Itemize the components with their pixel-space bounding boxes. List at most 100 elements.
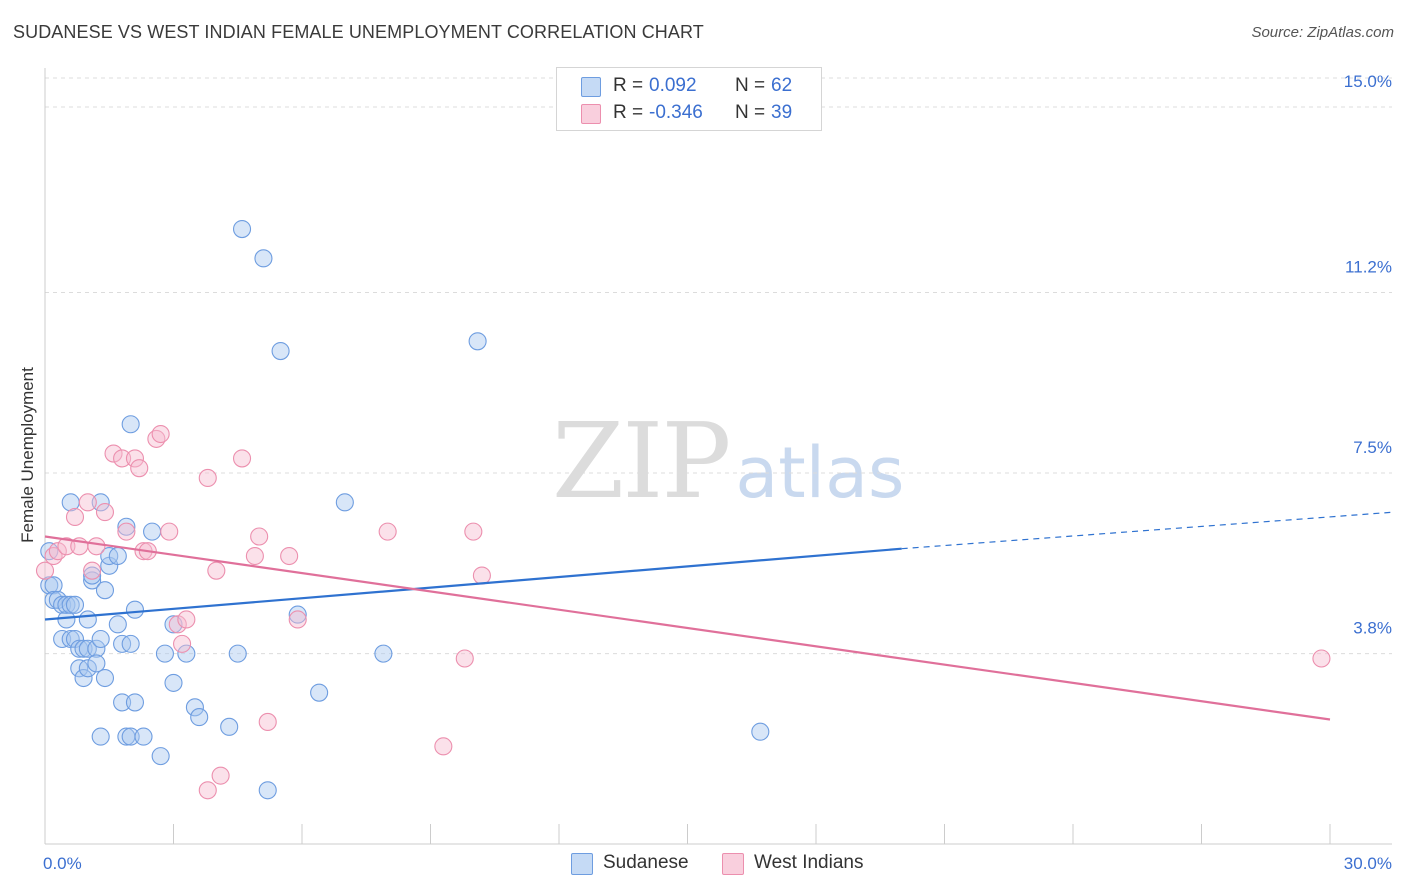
west-indian-point — [104, 444, 123, 463]
legend-swatch-sudanese — [571, 853, 593, 875]
sudanese-point — [83, 566, 102, 585]
y-tick-label: 11.2% — [1345, 257, 1392, 276]
west-indian-trend-line — [44, 535, 1331, 721]
west-indian-point — [250, 527, 269, 546]
sudanese-point — [74, 639, 93, 658]
west-indian-point — [198, 781, 217, 800]
legend-n-value: 62 — [771, 75, 793, 96]
sudanese-point — [117, 517, 136, 536]
x-tick-label: 0.0% — [43, 854, 82, 873]
west-indian-point — [151, 424, 170, 444]
west-indian-point — [232, 449, 252, 468]
west-indian-point — [35, 561, 55, 580]
sudanese-point — [125, 693, 144, 712]
legend-swatch-west-indians — [722, 853, 744, 875]
zipatlas-watermark: ZIPatlas — [552, 400, 904, 522]
west-indian-point — [177, 610, 196, 629]
sudanese-point — [40, 576, 59, 595]
legend-n-value: 39 — [771, 102, 793, 123]
sudanese-point — [468, 332, 487, 351]
legend-r-value: -0.346 — [649, 102, 703, 123]
sudanese-point — [121, 415, 140, 434]
west-indian-point — [117, 522, 136, 541]
west-indian-point — [258, 712, 277, 732]
west-indian-point — [434, 737, 453, 756]
legend-swatch-sudanese — [581, 77, 601, 97]
west-indian-point — [211, 766, 230, 785]
sudanese-point — [65, 595, 85, 614]
legend-r-value: 0.092 — [649, 75, 697, 96]
sudanese-point — [190, 708, 209, 727]
legend-r-label: R = — [613, 75, 644, 96]
sudanese-point — [95, 581, 115, 600]
watermark-atlas: atlas — [735, 432, 905, 514]
west-indian-point — [173, 634, 192, 653]
sudanese-point — [310, 683, 329, 702]
sudanese-point — [751, 722, 770, 741]
west-indian-point — [378, 522, 397, 541]
sudanese-point — [108, 546, 127, 566]
sudanese-point — [91, 493, 110, 512]
sudanese-point — [87, 639, 106, 658]
legend-label-west-indians: West Indians — [754, 852, 864, 873]
legend-swatch-west-indians — [581, 104, 601, 124]
sudanese-point — [74, 668, 93, 688]
sudanese-point — [228, 644, 247, 663]
sudanese-point — [335, 493, 354, 512]
west-indian-point — [168, 615, 187, 634]
sudanese-point — [78, 659, 97, 678]
y-tick-label: 7.5% — [1353, 438, 1392, 457]
legend-label-sudanese: Sudanese — [603, 852, 689, 873]
sudanese-point — [91, 629, 110, 649]
west-indian-point — [95, 503, 115, 522]
west-indian-point — [65, 507, 85, 527]
sudanese-trend-extension — [901, 511, 1395, 550]
sudanese-point — [177, 644, 196, 663]
y-tick-label: 15.0% — [1344, 72, 1392, 91]
sudanese-point — [83, 571, 102, 590]
sudanese-point — [121, 634, 140, 653]
west-indian-point — [125, 449, 144, 468]
sudanese-point — [87, 654, 106, 673]
sudanese-point — [91, 727, 110, 746]
sudanese-point — [374, 644, 393, 663]
sudanese-point — [44, 576, 63, 595]
west-indian-point — [464, 522, 483, 541]
west-indian-point — [198, 468, 217, 487]
sudanese-point — [78, 610, 97, 629]
sudanese-point — [185, 698, 204, 717]
sudanese-point — [164, 673, 183, 692]
west-indian-point — [87, 537, 106, 556]
west-indian-point — [288, 610, 307, 629]
legend-n-label: N = — [735, 75, 766, 96]
watermark-zip: ZIP — [552, 400, 731, 522]
legend-r-label: R = — [613, 102, 644, 123]
west-indian-point — [472, 566, 491, 585]
sudanese-point — [288, 605, 307, 624]
sudanese-point — [125, 600, 144, 619]
west-indian-point — [78, 493, 97, 512]
legend-n-label: N = — [735, 102, 766, 123]
chart-title: SUDANESE VS WEST INDIAN FEMALE UNEMPLOYM… — [13, 22, 704, 42]
y-tick-label: 3.8% — [1353, 619, 1392, 638]
x-tick-label: 30.0% — [1344, 854, 1392, 873]
sudanese-point — [271, 342, 290, 361]
west-indian-point — [245, 546, 264, 566]
sudanese-point — [143, 522, 162, 541]
west-indian-point — [207, 561, 226, 580]
west-indian-point — [57, 537, 76, 556]
west-indian-point — [113, 449, 132, 468]
sudanese-point — [113, 693, 132, 712]
sudanese-trend-line — [44, 547, 902, 621]
sudanese-point — [121, 727, 140, 746]
west-indian-point — [280, 546, 299, 566]
west-indian-point — [455, 649, 474, 668]
west-indian-point — [160, 522, 179, 541]
west-indian-point — [83, 561, 102, 580]
sudanese-point — [232, 219, 252, 239]
sudanese-point — [151, 747, 170, 766]
sudanese-point — [220, 717, 239, 736]
source-label: Source: ZipAtlas.com — [1251, 24, 1394, 41]
sudanese-point — [108, 615, 127, 634]
